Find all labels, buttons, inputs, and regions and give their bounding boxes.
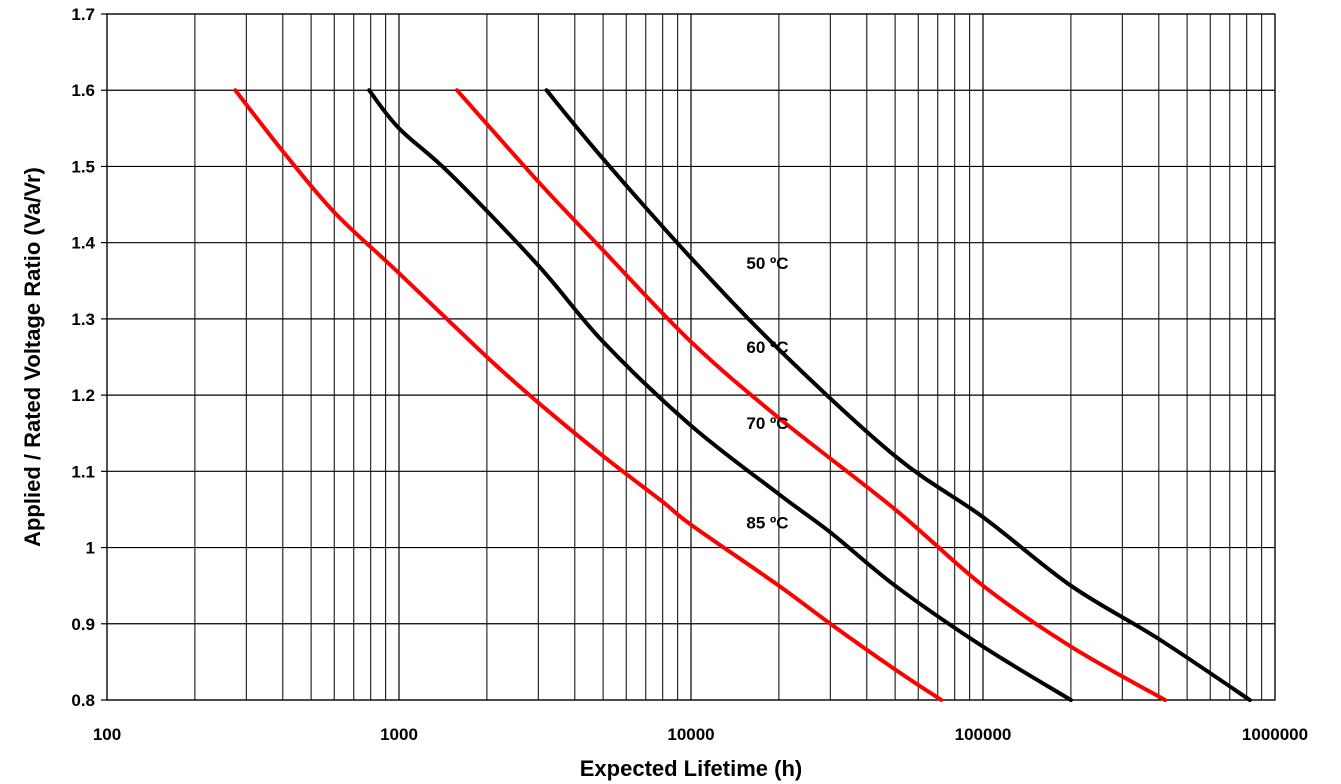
series-line-0 — [233, 88, 944, 702]
x-tick-label: 1000 — [380, 725, 418, 744]
series-lines — [233, 88, 1252, 702]
y-tick-label: 1.1 — [71, 462, 95, 481]
y-tick-label: 1.3 — [71, 310, 95, 329]
series-line-3 — [544, 88, 1252, 702]
y-axis-tick-labels: 0.8 0.9 1 1.1 1.2 1.3 1.4 1.5 1.6 1.7 — [71, 5, 107, 710]
y-axis-title: Applied / Rated Voltage Ratio (Va/Vr) — [20, 167, 45, 547]
major-gridlines — [106, 13, 1276, 701]
plot-area-frame — [106, 13, 1276, 701]
x-axis-tick-labels: 100 1000 10000 100000 1000000 — [93, 725, 1308, 744]
y-tick-label: 0.9 — [71, 615, 95, 634]
y-tick-label: 0.8 — [71, 691, 95, 710]
series-line-2 — [455, 88, 1167, 702]
minor-gridlines — [194, 14, 1263, 700]
series-label-0: 85 ºC — [746, 513, 788, 532]
x-tick-label: 100000 — [955, 725, 1012, 744]
y-tick-label: 1.7 — [71, 5, 95, 24]
y-tick-label: 1 — [86, 539, 95, 558]
x-tick-label: 100 — [93, 725, 121, 744]
series-label-3: 50 ºC — [746, 254, 788, 273]
y-tick-label: 1.2 — [71, 386, 95, 405]
y-tick-label: 1.4 — [71, 234, 95, 253]
y-tick-label: 1.5 — [71, 157, 95, 176]
series-label-2: 60 ºC — [746, 338, 788, 357]
series-labels: 85 ºC 70 ºC 60 ºC 50 ºC — [746, 254, 788, 532]
x-axis-title: Expected Lifetime (h) — [580, 756, 802, 781]
y-tick-label: 1.6 — [71, 81, 95, 100]
series-line-1 — [367, 88, 1073, 702]
series-label-1: 70 ºC — [746, 414, 788, 433]
x-tick-label: 10000 — [667, 725, 714, 744]
x-tick-label: 1000000 — [1242, 725, 1308, 744]
